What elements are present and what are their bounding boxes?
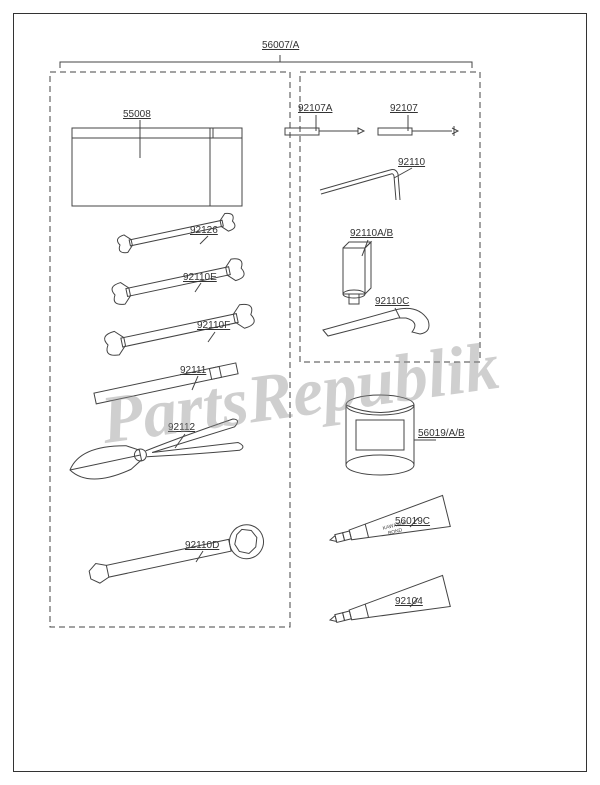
label-screwdriver: 92107 <box>390 103 418 114</box>
label-tube2: 92104 <box>395 596 423 607</box>
label-hexkey: 92110 <box>398 157 425 168</box>
label-bag: 55008 <box>123 109 151 120</box>
label-filter: 56019/A/B <box>418 428 465 439</box>
label-socket: 92110A/B <box>350 228 393 239</box>
label-wrench-e: 92110E <box>183 272 217 283</box>
label-screwdriver-a: 92107A <box>298 103 332 114</box>
label-wrench-126: 92126 <box>190 225 218 236</box>
diagram-svg: KAWASAKI BOND <box>0 0 600 785</box>
label-pliers: 92112 <box>168 422 195 433</box>
label-ringwrench: 92110D <box>185 540 219 551</box>
label-handle: 92111 <box>180 365 206 376</box>
label-wrench-f: 92110F <box>197 320 230 331</box>
label-hookwrench: 92110C <box>375 296 409 307</box>
label-top: 56007/A <box>262 40 299 51</box>
label-tube1: 56019C <box>395 516 430 527</box>
diagram-container: KAWASAKI BOND 56007/A 55008 92107A 92107… <box>0 0 600 785</box>
